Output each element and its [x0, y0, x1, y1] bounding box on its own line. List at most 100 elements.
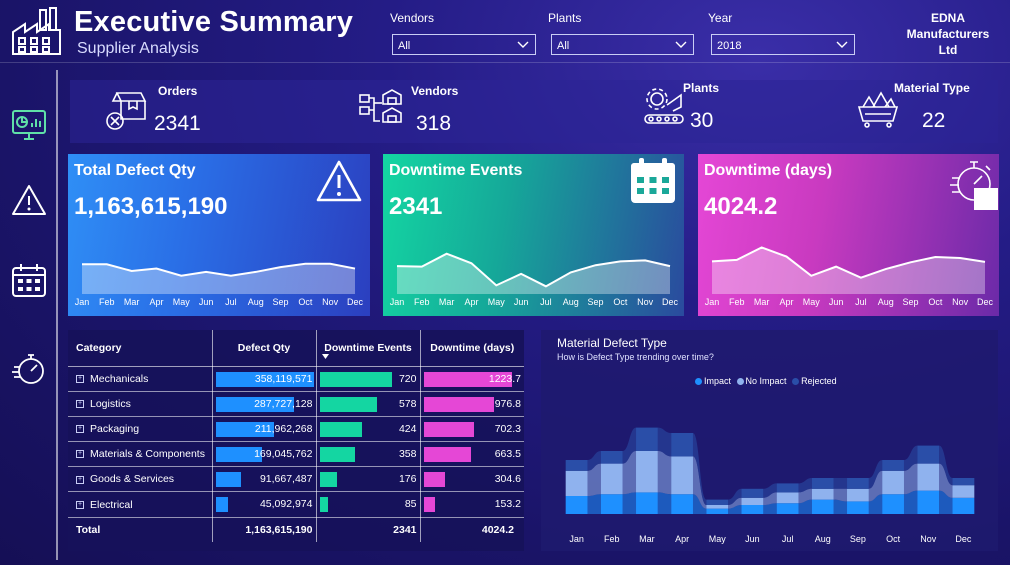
expand-icon[interactable]: +: [76, 450, 84, 459]
vendors-icon: [358, 87, 404, 133]
bar-segment-impact[interactable]: [671, 494, 693, 514]
legend-item-impact[interactable]: Impact: [695, 376, 731, 386]
sidebar-divider: [56, 70, 58, 560]
defect-qty-cell: 169,045,762: [212, 441, 317, 468]
legend-item-rejected[interactable]: Rejected: [792, 376, 837, 386]
defect-qty-value: 211,962,268: [254, 422, 313, 435]
downtime-events-bar: [319, 396, 378, 412]
bar-segment-no-impact[interactable]: [811, 488, 834, 500]
month-label: Nov: [637, 297, 654, 307]
category-name: Packaging: [90, 422, 140, 435]
month-label: Mar: [639, 534, 655, 544]
bar-segment-impact[interactable]: [882, 494, 904, 514]
expand-icon[interactable]: +: [76, 425, 84, 434]
bar-segment-rejected[interactable]: [636, 427, 658, 451]
bar-segment-no-impact[interactable]: [706, 505, 729, 509]
downtime-days-cell: 153.2: [420, 491, 524, 518]
nav-warning-icon[interactable]: [10, 182, 48, 220]
column-header-downtime-events-label: Downtime Events: [324, 341, 412, 354]
plants-filter-label: Plants: [548, 11, 582, 25]
downtime-events-value: 720: [398, 372, 417, 385]
bar-segment-no-impact[interactable]: [952, 485, 975, 498]
ribbon-rejected: [763, 483, 777, 498]
bar-segment-impact[interactable]: [600, 494, 623, 514]
ribbon-impact: [833, 499, 848, 514]
table-row[interactable]: + Goods & Services 91,667,487 176 304.6: [68, 466, 524, 493]
bar-segment-rejected[interactable]: [917, 445, 940, 464]
bar-segment-rejected[interactable]: [952, 478, 975, 486]
bar-segment-rejected[interactable]: [811, 478, 834, 489]
legend-item-no-impact[interactable]: No Impact: [736, 376, 787, 386]
bar-segment-impact[interactable]: [706, 508, 729, 514]
total-defect-qty-card[interactable]: Total Defect Qty 1,163,615,190 Jan Feb Mar…: [68, 154, 370, 316]
defect-qty-bar: [215, 396, 295, 412]
month-label: Mar: [124, 297, 140, 307]
table-row[interactable]: + Electrical 45,092,974 85 153.2: [68, 491, 524, 518]
bar-segment-impact[interactable]: [776, 503, 799, 514]
expand-icon[interactable]: +: [76, 374, 84, 383]
warning-icon: [314, 158, 364, 208]
downtime-days-card[interactable]: Downtime (days) 4024.2 Jan Feb Mar Apr May Ju…: [698, 154, 999, 316]
column-header-defect-qty[interactable]: Defect Qty: [212, 330, 317, 367]
bar-segment-impact[interactable]: [952, 497, 975, 514]
vendors-filter-select[interactable]: All: [392, 34, 536, 55]
defect-qty-value: 45,092,974: [259, 498, 313, 511]
bar-segment-impact[interactable]: [847, 501, 869, 514]
column-header-downtime-events[interactable]: Downtime Events: [316, 330, 421, 367]
ribbon-impact: [728, 505, 742, 514]
sort-descending-icon: [321, 354, 329, 359]
table-row[interactable]: + Logistics 287,727,128 578 976.8: [68, 391, 524, 417]
column-header-category[interactable]: Category: [68, 330, 213, 367]
nav-calendar-icon[interactable]: [10, 262, 48, 300]
bar-segment-impact[interactable]: [811, 499, 834, 514]
bar-segment-rejected[interactable]: [671, 433, 693, 457]
bar-segment-rejected[interactable]: [741, 488, 764, 498]
bar-segment-impact[interactable]: [917, 490, 940, 514]
bar-segment-impact[interactable]: [741, 505, 764, 514]
bar-segment-rejected[interactable]: [882, 460, 904, 471]
column-header-downtime-days[interactable]: Downtime (days): [420, 330, 524, 367]
bar-segment-no-impact[interactable]: [776, 492, 799, 504]
bar-segment-rejected[interactable]: [565, 460, 588, 471]
expand-icon[interactable]: +: [76, 500, 84, 509]
card-title: Downtime (days): [704, 162, 833, 179]
month-label: Jul: [855, 297, 867, 307]
month-label: Jan: [705, 297, 720, 307]
month-label: Dec: [955, 534, 972, 544]
defect-qty-bar: [215, 421, 274, 437]
nav-dashboard-icon[interactable]: [10, 106, 48, 144]
bar-segment-no-impact[interactable]: [847, 488, 869, 502]
bar-segment-impact[interactable]: [636, 492, 658, 514]
table-row[interactable]: + Mechanicals 358,119,571 720 1223.7: [68, 366, 524, 392]
bar-segment-no-impact[interactable]: [565, 470, 588, 496]
bar-segment-no-impact[interactable]: [671, 456, 693, 495]
bar-segment-no-impact[interactable]: [917, 463, 940, 491]
bar-segment-no-impact[interactable]: [882, 470, 904, 495]
downtime-events-card[interactable]: Downtime Events 2341 Jan Feb Mar Apr May Jun J…: [383, 154, 684, 316]
table-row[interactable]: + Packaging 211,962,268 424 702.3: [68, 416, 524, 443]
downtime-days-value: 976.8: [494, 397, 521, 410]
header-divider: [0, 62, 1010, 63]
category-cell: + Electrical: [68, 491, 213, 518]
nav-stopwatch-icon[interactable]: [10, 350, 48, 388]
month-label: Apr: [464, 297, 478, 307]
bar-segment-no-impact[interactable]: [600, 463, 623, 495]
plants-filter-select[interactable]: All: [551, 34, 694, 55]
table-row[interactable]: + Materials & Components 169,045,762 358 663…: [68, 441, 524, 468]
expand-icon[interactable]: +: [76, 475, 84, 484]
ribbon-impact: [692, 494, 707, 514]
bar-segment-no-impact[interactable]: [636, 451, 658, 493]
expand-icon[interactable]: +: [76, 400, 84, 408]
bar-segment-rejected[interactable]: [600, 451, 623, 464]
downtime-events-bar: [319, 447, 356, 463]
ribbon-rejected: [903, 445, 918, 471]
bar-segment-rejected[interactable]: [776, 483, 799, 493]
bar-segment-rejected[interactable]: [706, 499, 729, 505]
year-filter-select[interactable]: 2018: [711, 34, 855, 55]
bar-segment-impact[interactable]: [565, 496, 588, 514]
month-label: Mar: [439, 297, 455, 307]
bar-segment-rejected[interactable]: [847, 478, 869, 489]
ribbon-no-impact: [657, 451, 672, 495]
ribbon-rejected: [798, 478, 812, 493]
bar-segment-no-impact[interactable]: [741, 497, 764, 505]
